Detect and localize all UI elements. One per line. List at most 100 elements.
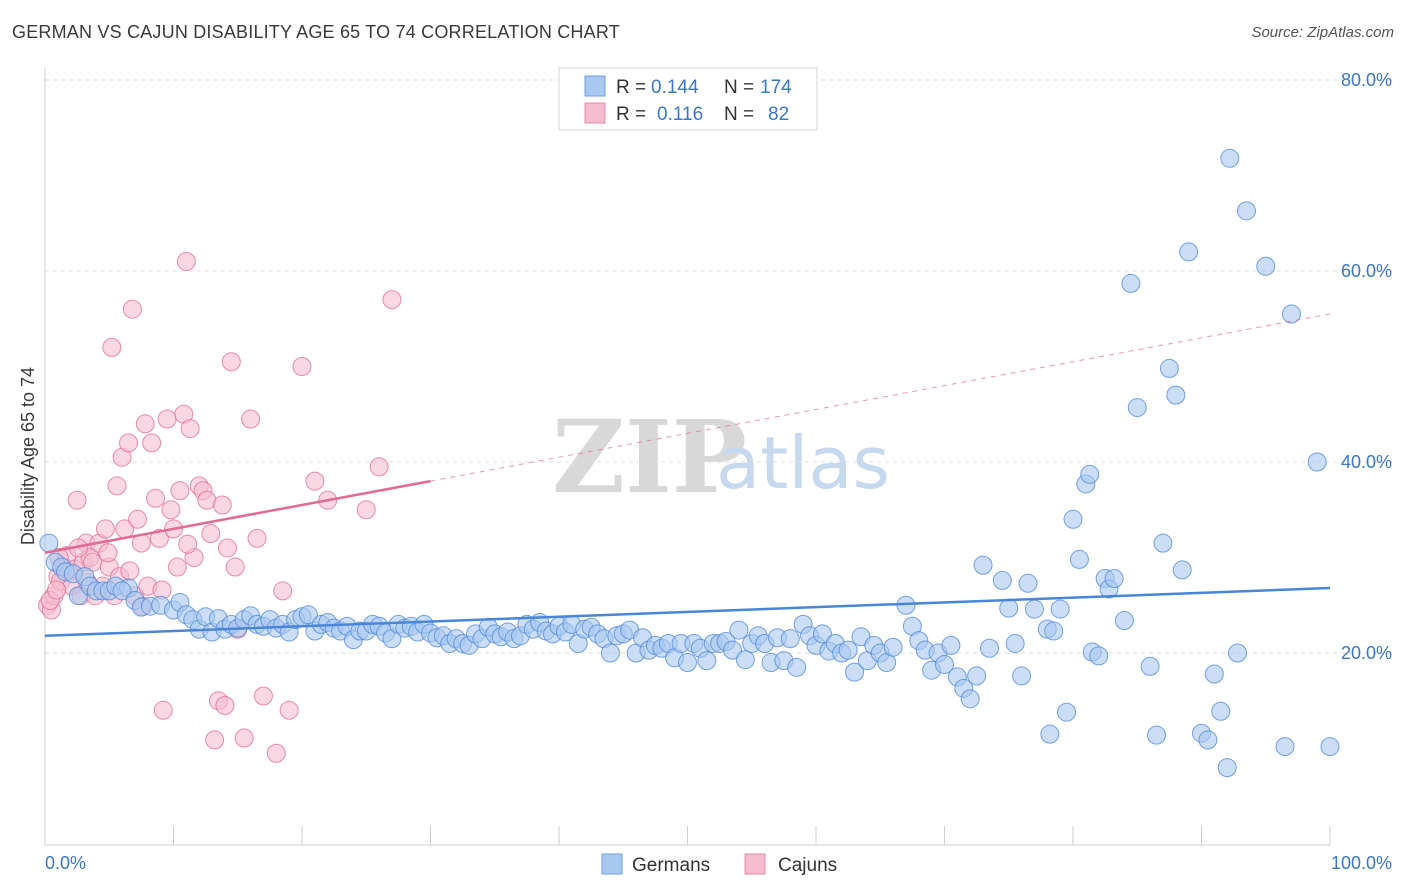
cajuns-point [128, 509, 148, 529]
germans-point [1121, 273, 1141, 293]
bottom-legend-swatch-germans [601, 853, 623, 875]
germans-point [1089, 646, 1109, 666]
cajuns-point [247, 528, 267, 548]
germans-point [1211, 701, 1231, 721]
germans-point [992, 570, 1012, 590]
cajuns-point [67, 490, 87, 510]
germans-point [1172, 560, 1192, 580]
cajuns-point [241, 409, 261, 429]
cajuns-point [95, 519, 115, 539]
legend-r-value-2: 0.116 [657, 104, 703, 125]
bottom-legend: Germans Cajuns [601, 853, 837, 876]
germans-point [1236, 201, 1256, 221]
germans-point [941, 635, 961, 655]
cajuns-point [119, 433, 139, 453]
legend-n-label-2: N = [724, 104, 754, 125]
watermark-atlas: atlas [716, 421, 890, 505]
germans-point [1040, 724, 1060, 744]
germans-point [600, 643, 620, 663]
germans-point [845, 662, 865, 682]
germans-point [935, 654, 954, 674]
germans-point [1114, 611, 1134, 631]
cajuns-point [135, 414, 155, 434]
germans-point [1063, 509, 1083, 529]
cajuns-point [266, 743, 286, 763]
y-tick-label: 80.0% [1341, 70, 1392, 90]
germans-point [1024, 599, 1044, 619]
cajuns-point [146, 488, 166, 508]
germans-point [1227, 643, 1247, 663]
cajuns-trend-extension [430, 313, 1331, 482]
germans-point [1159, 358, 1179, 378]
cajuns-point [305, 471, 325, 491]
cajuns-point [161, 500, 181, 520]
cajuns-point [167, 557, 187, 577]
germans-point [1153, 533, 1173, 553]
legend-swatch-cajuns [584, 102, 606, 124]
x-tick-label-max: 100.0% [1331, 853, 1392, 873]
bottom-legend-cajuns: Cajuns [778, 855, 837, 876]
cajuns-point [356, 500, 376, 520]
germans-point [1320, 737, 1340, 757]
legend-r-label-1: R = [616, 77, 646, 98]
germans-point [1198, 730, 1218, 750]
germans-point [1256, 256, 1276, 276]
bottom-legend-germans: Germans [632, 855, 710, 876]
cajuns-point [47, 580, 67, 600]
y-axis-label: Disability Age 65 to 74 [18, 367, 38, 545]
germans-point [1012, 666, 1032, 686]
cajuns-point [120, 561, 140, 581]
germans-point [112, 581, 132, 601]
cajuns-point [170, 481, 190, 501]
cajuns-point [273, 581, 293, 601]
y-tick-label: 20.0% [1341, 643, 1392, 663]
cajuns-point [201, 524, 221, 544]
cajuns-point [176, 251, 196, 271]
chart-title: GERMAN VS CAJUN DISABILITY AGE 65 TO 74 … [12, 22, 620, 42]
watermark-zip: ZIP [552, 398, 747, 516]
cajun-points [38, 251, 402, 763]
cajuns-point [157, 409, 177, 429]
cajuns-point [212, 495, 232, 515]
germans-point [1127, 398, 1147, 418]
trend-lines [44, 313, 1331, 638]
germans-trend-line [44, 586, 1331, 638]
source-label: Source: ZipAtlas.com [1251, 24, 1394, 41]
cajuns-point [98, 543, 118, 563]
germans-point [838, 640, 858, 660]
germans-point [780, 629, 800, 649]
german-points [39, 148, 1340, 778]
germans-point [1179, 242, 1199, 262]
germans-point [973, 555, 993, 575]
cajuns-point [369, 457, 389, 477]
germans-point [678, 653, 697, 673]
germans-point [1080, 464, 1100, 484]
germans-point [1057, 702, 1077, 722]
cajuns-point [149, 528, 169, 548]
germans-point [979, 638, 999, 658]
germans-point [999, 598, 1019, 618]
legend-r-value-1: 0.144 [651, 77, 699, 98]
cajuns-point [234, 728, 254, 748]
cajuns-point [225, 557, 245, 577]
y-tick-label: 60.0% [1341, 261, 1392, 281]
germans-point [1104, 569, 1124, 589]
legend-n-value-1: 174 [760, 77, 792, 98]
cajuns-point [122, 299, 142, 319]
cajuns-point [107, 476, 127, 496]
germans-point [1204, 664, 1224, 684]
y-tick-labels: 20.0% 40.0% 60.0% 80.0% [1341, 70, 1392, 663]
cajuns-point [382, 290, 402, 310]
legend-n-value-2: 82 [768, 104, 789, 125]
germans-point [1220, 148, 1240, 168]
cajuns-trend-line [44, 479, 431, 554]
cajuns-point [102, 337, 122, 357]
germans-point [1281, 304, 1301, 324]
axes [44, 68, 1331, 846]
cajuns-point [217, 538, 237, 558]
cajuns-point [215, 696, 235, 716]
legend-swatch-germans [584, 75, 606, 97]
germans-point [298, 605, 318, 625]
germans-point [1166, 385, 1186, 405]
cajuns-point [142, 433, 162, 453]
